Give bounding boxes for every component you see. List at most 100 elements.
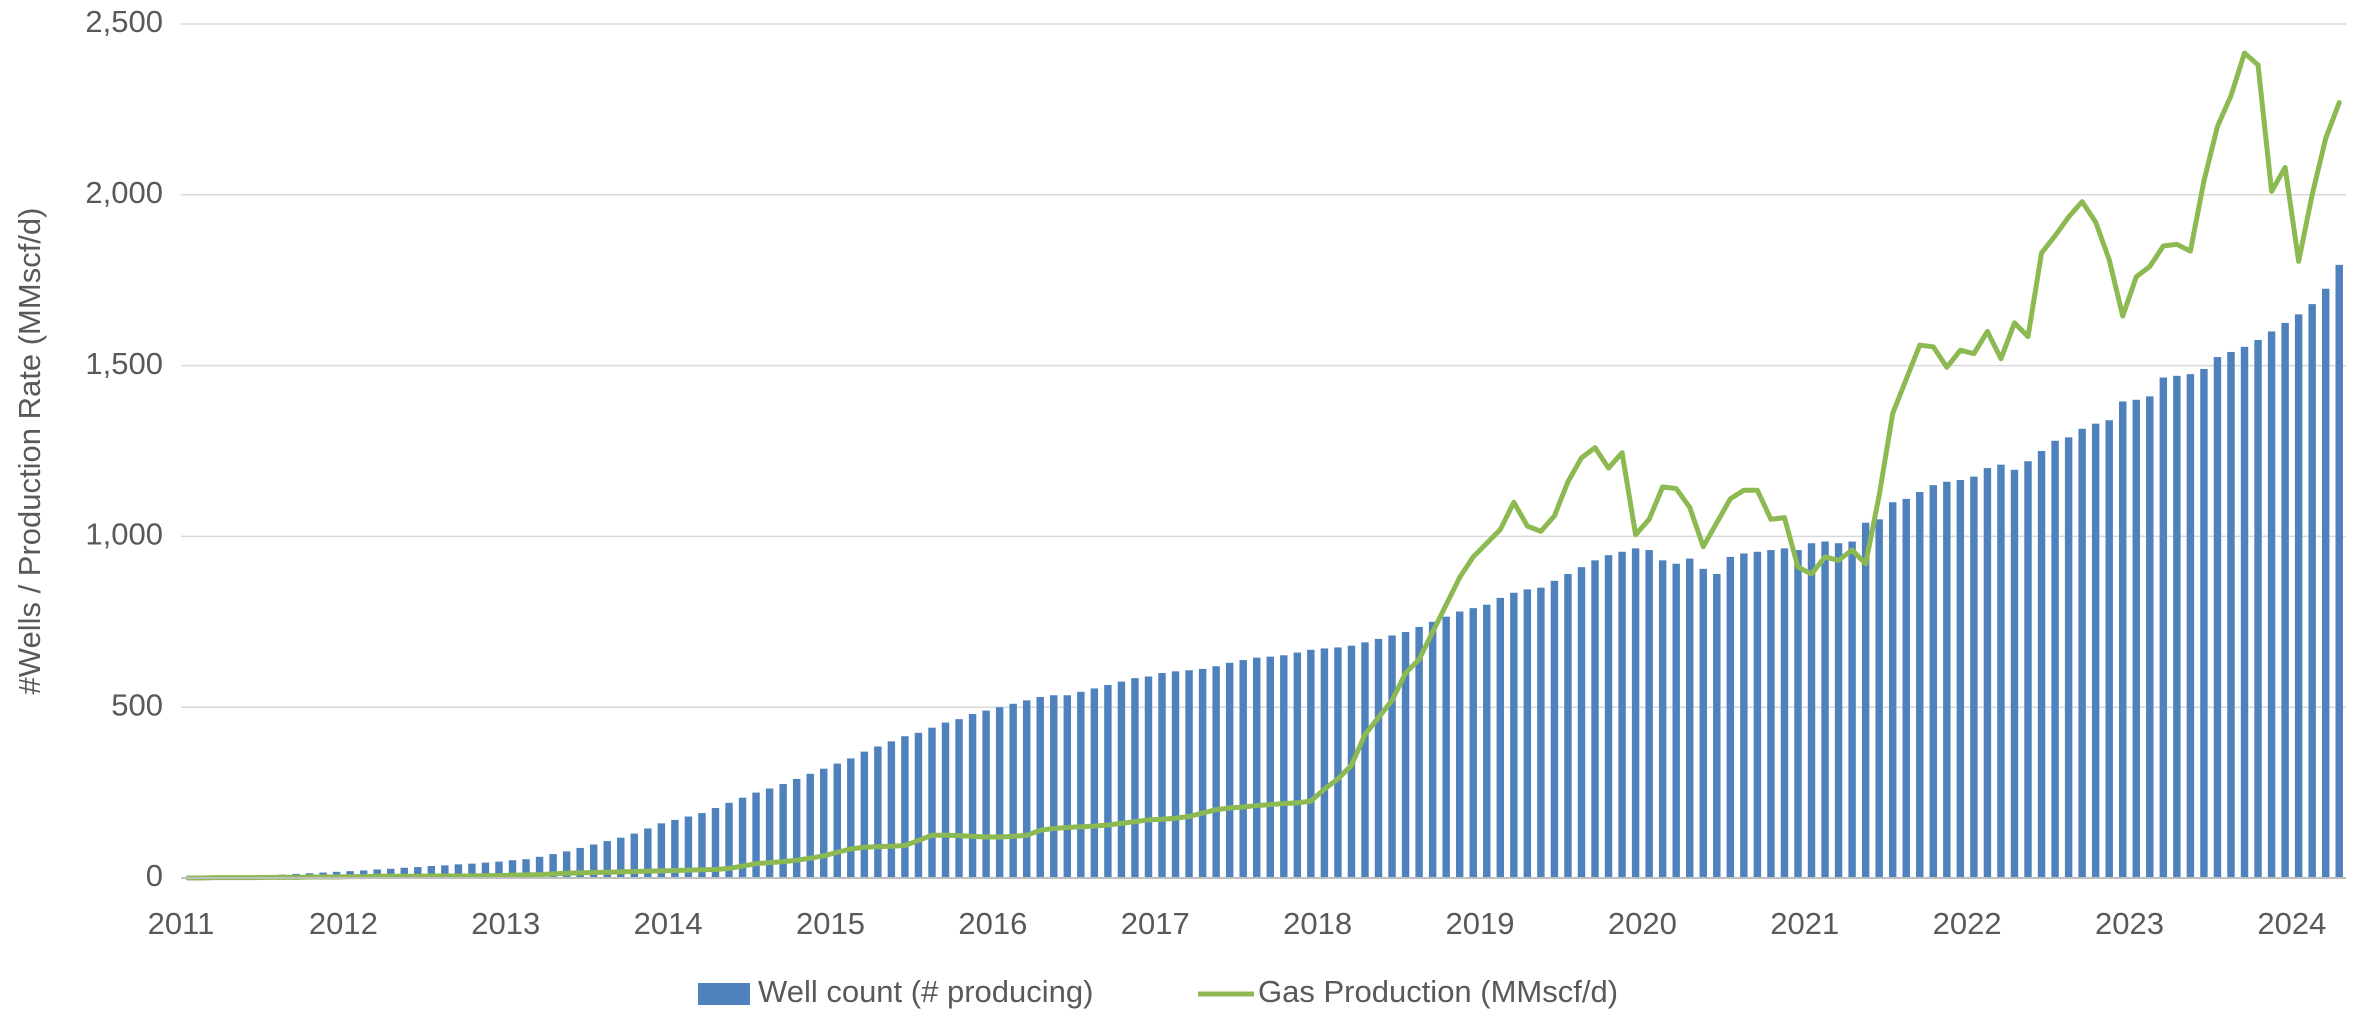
bar — [711, 807, 720, 878]
bar — [1726, 556, 1735, 878]
bar — [1104, 684, 1112, 878]
bar — [1604, 555, 1613, 878]
bar — [1983, 468, 1992, 878]
bar — [373, 869, 381, 878]
bar — [914, 732, 923, 878]
legend-label: Well count (# producing) — [758, 974, 1093, 1009]
bar — [1807, 543, 1816, 878]
bar — [2105, 420, 2113, 878]
bar — [684, 816, 693, 878]
bar — [1185, 670, 1193, 878]
bar — [820, 768, 828, 878]
bar — [982, 710, 990, 878]
bar — [2159, 377, 2168, 878]
y-axis-title: #Wells / Production Rate (MMscf/d) — [12, 208, 47, 695]
bar — [2294, 314, 2303, 878]
bar — [2281, 322, 2289, 878]
bar — [806, 773, 814, 878]
bar — [495, 861, 503, 878]
bar — [1158, 673, 1166, 878]
bar — [522, 859, 530, 878]
bar — [874, 746, 882, 878]
bar — [792, 778, 801, 878]
bar — [941, 722, 950, 878]
bar — [1239, 660, 1247, 878]
x-tick-label: 2023 — [2095, 906, 2164, 941]
x-tick-label: 2015 — [796, 906, 865, 941]
bar — [1794, 550, 1802, 878]
bar — [414, 867, 422, 878]
y-tick-label: 2,500 — [85, 4, 163, 39]
bar — [549, 854, 557, 878]
bar — [508, 860, 517, 878]
bar — [1496, 597, 1505, 878]
x-tick-label: 2012 — [309, 906, 378, 941]
bar — [1009, 703, 1017, 878]
bar — [1713, 573, 1721, 878]
bar — [968, 714, 977, 878]
bar — [1050, 695, 1058, 878]
x-tick-label: 2020 — [1608, 906, 1677, 941]
bar — [2146, 396, 2154, 878]
bar — [2200, 369, 2208, 878]
bar — [1320, 648, 1329, 878]
y-tick-label: 1,000 — [85, 517, 163, 552]
bar — [2254, 339, 2262, 879]
bar — [2321, 288, 2330, 878]
bar — [2186, 374, 2195, 878]
bar — [1848, 541, 1856, 878]
bar — [1455, 611, 1464, 878]
bar — [1740, 553, 1748, 878]
bar — [2078, 428, 2086, 878]
y-tick-label: 0 — [146, 858, 163, 893]
bar — [1266, 656, 1274, 878]
bar — [1022, 700, 1031, 878]
bar — [576, 847, 584, 878]
bar — [1591, 560, 1599, 878]
bar — [1428, 621, 1437, 878]
bar — [2064, 437, 2073, 878]
bar — [1225, 662, 1234, 878]
bar — [1117, 681, 1126, 878]
bar — [1916, 491, 1924, 878]
bar — [1943, 481, 1951, 878]
bar — [603, 841, 611, 878]
bar — [752, 792, 760, 878]
legend-swatch — [698, 983, 750, 1005]
bar — [1469, 608, 1477, 878]
bar — [2240, 346, 2249, 878]
bar — [1077, 691, 1085, 878]
bar — [901, 736, 909, 878]
bar — [589, 844, 598, 878]
bar — [1780, 548, 1789, 878]
bar — [1767, 550, 1775, 878]
bar — [1212, 666, 1220, 878]
bar — [1442, 616, 1450, 878]
bar — [2024, 461, 2032, 878]
bar — [1550, 580, 1559, 878]
bar — [2091, 423, 2100, 878]
bar — [1090, 688, 1099, 878]
bar — [2010, 469, 2019, 878]
bar — [1834, 543, 1843, 878]
x-tick-label: 2016 — [958, 906, 1027, 941]
bar — [1293, 652, 1302, 878]
bar — [1401, 632, 1410, 878]
y-tick-label: 2,000 — [85, 175, 163, 210]
bar — [1374, 638, 1383, 878]
bar — [400, 867, 408, 878]
bar — [833, 763, 841, 878]
bar — [2308, 304, 2316, 878]
bar — [1699, 568, 1707, 878]
bar — [1537, 587, 1545, 878]
bar — [1645, 550, 1653, 878]
bar — [860, 751, 869, 878]
x-tick-label: 2022 — [1933, 906, 2002, 941]
bar — [387, 868, 395, 878]
bar — [2119, 401, 2127, 878]
x-tick-label: 2019 — [1446, 906, 1515, 941]
x-tick-label: 2024 — [2257, 906, 2326, 941]
bar — [1970, 476, 1978, 878]
bar — [1334, 647, 1342, 878]
